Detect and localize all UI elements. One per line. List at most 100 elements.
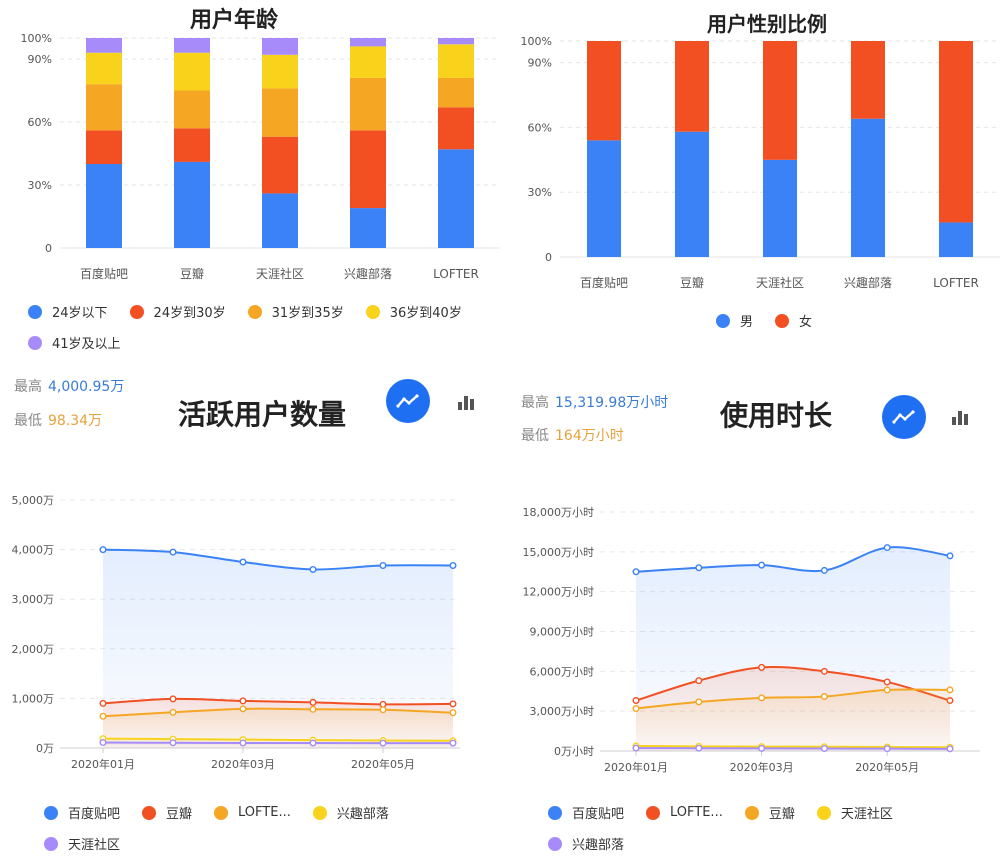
gender-bar-segment[interactable] [587, 140, 621, 257]
age-legend-item[interactable]: 24岁到30岁 [129, 302, 226, 321]
active-data-point[interactable] [379, 561, 387, 569]
gender-bar-segment[interactable] [675, 41, 709, 132]
active-series-line[interactable] [102, 707, 454, 718]
gender-bar-segment[interactable] [851, 41, 885, 119]
usage-data-point[interactable] [820, 693, 828, 701]
active-data-point[interactable] [169, 695, 177, 703]
active-data-point[interactable] [239, 705, 247, 713]
gender-legend-item[interactable]: 女 [775, 311, 812, 330]
age-bar-segment[interactable] [174, 52, 210, 91]
active-data-point[interactable] [169, 548, 177, 556]
active-data-point[interactable] [309, 698, 317, 706]
age-legend-item[interactable]: 31岁到35岁 [247, 302, 344, 321]
usage-data-point[interactable] [758, 694, 766, 702]
age-bar-segment[interactable] [262, 88, 298, 137]
age-legend-item[interactable]: 36岁到40岁 [365, 302, 462, 321]
age-bar-segment[interactable] [350, 38, 386, 47]
age-legend-item[interactable]: 24岁以下 [28, 302, 108, 321]
active-trend-button[interactable] [386, 379, 430, 423]
active-legend-item[interactable]: 天涯社区 [44, 834, 120, 853]
usage-series-line[interactable] [635, 665, 951, 702]
active-data-point[interactable] [99, 546, 107, 554]
usage-data-point[interactable] [695, 698, 703, 706]
age-bar-segment[interactable] [438, 38, 474, 45]
active-data-point[interactable] [449, 739, 457, 747]
age-bar-segment[interactable] [86, 84, 122, 131]
age-bar-segment[interactable] [438, 149, 474, 248]
active-data-point[interactable] [449, 709, 457, 717]
age-bar-segment[interactable] [174, 128, 210, 162]
usage-data-point[interactable] [632, 705, 640, 713]
gender-bar-segment[interactable] [675, 131, 709, 257]
usage-data-point[interactable] [946, 686, 954, 694]
age-bar-segment[interactable] [86, 38, 122, 53]
usage-legend-item[interactable]: LOFTE... [646, 803, 723, 822]
active-legend-item[interactable]: 兴趣部落 [312, 803, 389, 822]
usage-legend-item[interactable]: 兴趣部落 [548, 834, 624, 853]
usage-legend-item[interactable]: 豆瓣 [744, 803, 795, 822]
gender-legend-item[interactable]: 男 [716, 311, 753, 330]
bar-chart-icon[interactable] [457, 394, 475, 410]
usage-series-line[interactable] [635, 747, 951, 750]
usage-data-point[interactable] [883, 678, 891, 686]
age-bar-segment[interactable] [262, 193, 298, 248]
age-bar-segment[interactable] [438, 44, 474, 78]
active-data-point[interactable] [309, 705, 317, 713]
usage-data-point[interactable] [632, 744, 640, 752]
usage-data-point[interactable] [632, 568, 640, 576]
usage-data-point[interactable] [632, 697, 640, 705]
age-bar-segment[interactable] [438, 77, 474, 108]
active-legend-item[interactable]: 豆瓣 [142, 803, 192, 822]
active-data-point[interactable] [449, 700, 457, 708]
active-data-point[interactable] [169, 708, 177, 716]
age-legend-item[interactable]: 41岁及以上 [28, 333, 121, 352]
active-legend-item[interactable]: LOFTE... [214, 803, 291, 822]
active-data-point[interactable] [309, 739, 317, 747]
gender-bar-segment[interactable] [763, 41, 797, 160]
age-bar-segment[interactable] [174, 38, 210, 53]
active-data-point[interactable] [379, 739, 387, 747]
usage-data-point[interactable] [883, 544, 891, 552]
active-data-point[interactable] [99, 739, 107, 747]
usage-data-point[interactable] [820, 566, 828, 574]
active-data-point[interactable] [309, 565, 317, 573]
active-series-line[interactable] [102, 697, 454, 706]
age-bar-segment[interactable] [350, 208, 386, 248]
active-data-point[interactable] [99, 712, 107, 720]
age-bar-segment[interactable] [262, 38, 298, 55]
usage-data-point[interactable] [820, 744, 828, 752]
age-bar-segment[interactable] [350, 46, 386, 78]
usage-data-point[interactable] [758, 561, 766, 569]
age-bar-segment[interactable] [350, 77, 386, 131]
usage-series-line[interactable] [635, 688, 951, 710]
usage-trend-button[interactable] [882, 395, 926, 439]
usage-data-point[interactable] [883, 686, 891, 694]
usage-data-point[interactable] [946, 745, 954, 753]
active-data-point[interactable] [449, 561, 457, 569]
active-legend-item[interactable]: 百度贴吧 [44, 803, 120, 822]
age-bar-segment[interactable] [86, 130, 122, 164]
usage-data-point[interactable] [695, 564, 703, 572]
age-bar-segment[interactable] [86, 52, 122, 85]
gender-bar-segment[interactable] [851, 118, 885, 257]
usage-legend-item[interactable]: 百度贴吧 [548, 803, 624, 822]
active-data-point[interactable] [239, 697, 247, 705]
active-data-point[interactable] [99, 699, 107, 707]
usage-legend-item[interactable]: 天涯社区 [816, 803, 893, 822]
gender-bar-segment[interactable] [939, 222, 973, 257]
gender-bar-segment[interactable] [587, 41, 621, 141]
active-series-line[interactable] [102, 737, 454, 742]
active-data-point[interactable] [239, 558, 247, 566]
usage-series-line[interactable] [635, 744, 951, 749]
age-bar-segment[interactable] [350, 130, 386, 209]
active-data-point[interactable] [169, 739, 177, 747]
age-bar-segment[interactable] [86, 164, 122, 248]
age-bar-segment[interactable] [262, 54, 298, 89]
usage-data-point[interactable] [946, 552, 954, 560]
age-bar-segment[interactable] [262, 136, 298, 194]
usage-data-point[interactable] [695, 677, 703, 685]
usage-data-point[interactable] [758, 744, 766, 752]
age-bar-segment[interactable] [438, 107, 474, 150]
active-series-line[interactable] [102, 548, 454, 571]
usage-data-point[interactable] [695, 744, 703, 752]
